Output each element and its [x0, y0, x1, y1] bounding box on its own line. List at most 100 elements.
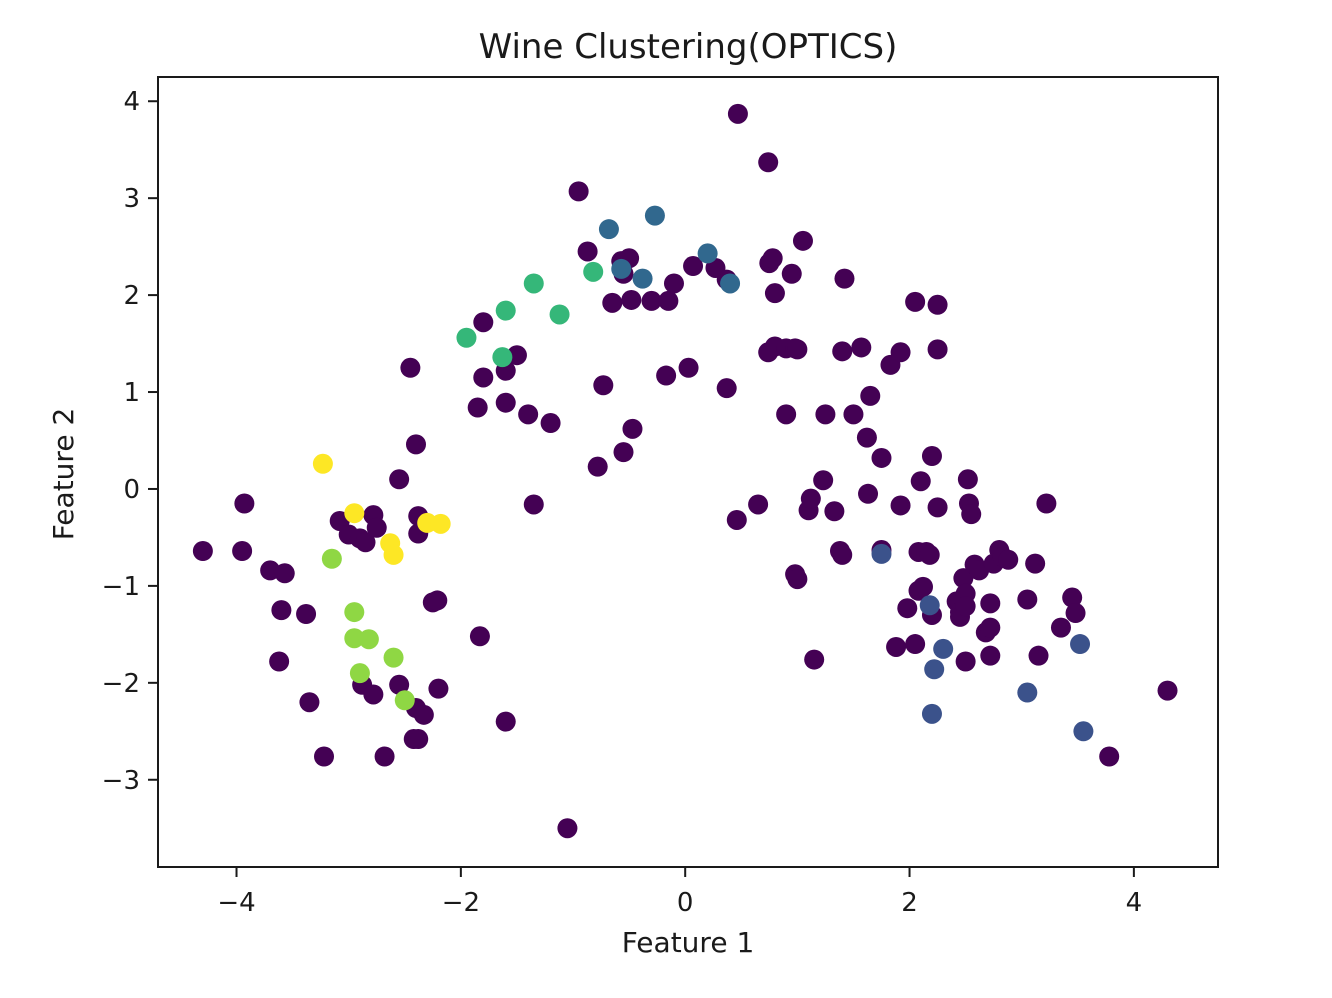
data-point-c4 [383, 647, 404, 668]
data-point-noise [469, 626, 490, 647]
data-point-c3 [583, 261, 604, 282]
data-point-c2 [632, 268, 653, 289]
data-point-c3 [523, 273, 544, 294]
data-point-noise [919, 544, 940, 565]
data-point-noise [473, 367, 494, 388]
data-point-noise [781, 263, 802, 284]
data-point-noise [792, 230, 813, 251]
data-point-noise [716, 378, 737, 399]
data-point-noise [296, 604, 317, 625]
data-point-c5 [430, 513, 451, 534]
data-point-noise [1157, 680, 1178, 701]
data-point-noise [506, 345, 527, 366]
data-point-c1 [871, 543, 892, 564]
data-point-noise [1065, 603, 1086, 624]
data-point-c2 [611, 258, 632, 279]
data-point-noise [980, 593, 1001, 614]
data-point-noise [748, 494, 769, 515]
data-point-noise [851, 337, 872, 358]
data-point-noise [927, 339, 948, 360]
data-point-noise [413, 704, 434, 725]
chart-title: Wine Clustering(OPTICS) [479, 27, 898, 67]
data-point-c4 [349, 663, 370, 684]
data-point-c5 [312, 453, 333, 474]
data-point-noise [764, 283, 785, 304]
data-point-noise [1099, 746, 1120, 767]
data-point-noise [374, 746, 395, 767]
data-point-noise [776, 404, 797, 425]
data-point-noise [602, 292, 623, 313]
data-point-noise [953, 568, 974, 589]
y-axis-label: Feature 2 [47, 408, 80, 541]
data-point-noise [871, 447, 892, 468]
data-point-noise [858, 483, 879, 504]
data-point-noise [834, 268, 855, 289]
data-point-noise [1025, 553, 1046, 574]
data-point-noise [1062, 587, 1083, 608]
data-point-noise [1028, 645, 1049, 666]
data-point-noise [192, 541, 213, 561]
x-tick-label: 4 [1126, 888, 1143, 918]
data-point-noise [727, 103, 748, 124]
data-point-noise [363, 684, 384, 705]
data-point-noise [905, 634, 926, 655]
x-tick-label: −4 [217, 888, 255, 918]
data-point-noise [961, 504, 982, 525]
data-point-noise [813, 470, 834, 491]
data-point-noise [832, 544, 853, 565]
y-axis: −3 −2 −1 0 1 2 3 4 [102, 87, 158, 796]
data-point-noise [274, 563, 295, 584]
data-point-c1 [1070, 634, 1091, 655]
data-point-noise [957, 469, 978, 490]
data-point-noise [234, 493, 255, 514]
data-point-c2 [644, 205, 665, 226]
data-point-noise [815, 404, 836, 425]
x-tick-label: 0 [677, 888, 694, 918]
plot-points [192, 103, 1178, 839]
data-point-noise [905, 291, 926, 312]
data-point-noise [758, 152, 779, 173]
data-point-noise [495, 711, 516, 732]
data-point-noise [912, 576, 933, 597]
data-point-noise [663, 273, 684, 294]
data-point-c5 [383, 544, 404, 565]
data-point-noise [955, 651, 976, 672]
data-point-noise [269, 651, 290, 672]
data-point-noise [843, 404, 864, 425]
data-point-c5 [344, 503, 365, 524]
data-point-noise [621, 289, 642, 310]
data-point-noise [890, 495, 911, 516]
data-point-noise [593, 375, 614, 396]
data-point-noise [405, 434, 426, 455]
data-point-c2 [697, 243, 718, 264]
data-point-noise [495, 392, 516, 413]
data-point-c1 [921, 703, 942, 724]
plot-frame [157, 76, 1219, 868]
data-point-noise [955, 596, 976, 617]
data-point-noise [557, 818, 578, 839]
data-point-noise [389, 469, 410, 490]
data-point-noise [890, 342, 911, 363]
data-point-c3 [495, 300, 516, 321]
data-point-noise [787, 339, 808, 360]
y-tick-label: 4 [123, 87, 140, 117]
data-point-noise [658, 290, 679, 311]
data-point-c4 [321, 548, 342, 569]
data-point-noise [980, 617, 1001, 638]
data-point-noise [800, 488, 821, 509]
y-tick-label: 2 [123, 281, 140, 311]
data-point-noise [1036, 493, 1057, 514]
data-point-noise [518, 404, 539, 425]
data-point-noise [540, 413, 561, 434]
data-point-c4 [358, 629, 379, 650]
y-tick-label: −3 [102, 766, 140, 796]
data-point-noise [832, 341, 853, 362]
data-point-noise [726, 509, 747, 530]
data-point-noise [389, 674, 410, 695]
data-point-noise [622, 418, 643, 439]
data-point-noise [1050, 617, 1071, 638]
data-point-noise [656, 365, 677, 386]
data-point-noise [355, 532, 376, 553]
data-point-noise [314, 746, 335, 767]
data-point-noise [568, 181, 589, 202]
